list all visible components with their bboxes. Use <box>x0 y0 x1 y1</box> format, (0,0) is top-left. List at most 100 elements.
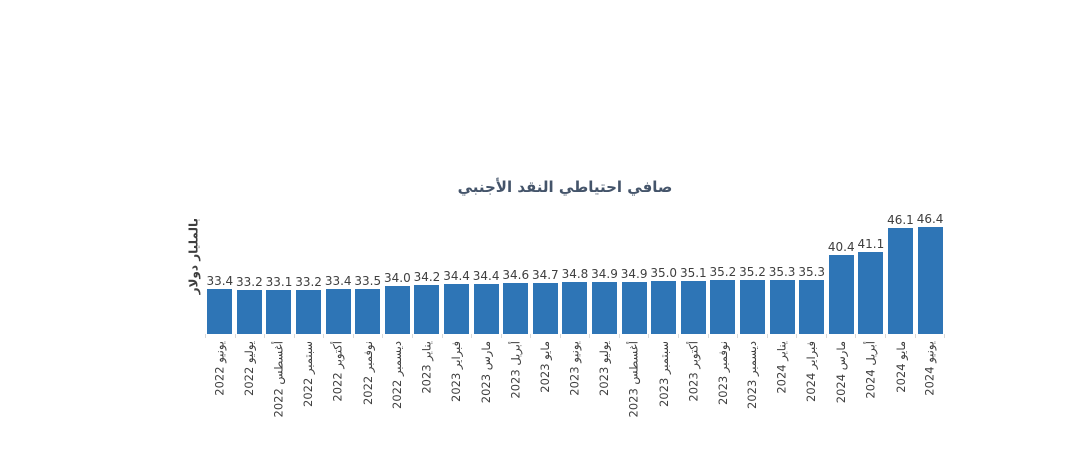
x-label-slot: ديسمبر 2023 <box>738 338 768 430</box>
bar-slot: 33.4 <box>323 274 353 334</box>
x-label-slot: أكتوبر 2023 <box>679 338 709 430</box>
x-axis-label: مارس 2024 <box>834 341 849 404</box>
x-axis-label: سبتمبر 2022 <box>301 341 316 407</box>
x-axis-label: يونيو 2023 <box>567 341 582 396</box>
x-axis-label: يناير 2023 <box>419 341 434 394</box>
axis-tick <box>413 334 443 338</box>
x-axis-label: فبراير 2024 <box>804 341 819 402</box>
x-axis-label: أكتوبر 2023 <box>686 341 701 402</box>
bar <box>710 280 736 334</box>
bar <box>917 226 943 334</box>
x-axis-label: نوفمبر 2023 <box>715 341 730 406</box>
bar-slot: 34.8 <box>560 267 590 334</box>
axis-tick <box>502 334 532 338</box>
bar <box>887 228 913 334</box>
x-axis-label: يونيو 2024 <box>922 341 937 396</box>
bar-value-label: 33.5 <box>354 273 382 288</box>
x-axis-label: مارس 2023 <box>478 341 493 404</box>
bar-chart: صافي احتياطي النقد الأجنبي بالمليار دولا… <box>185 176 946 430</box>
bar-value-label: 33.2 <box>295 274 322 289</box>
axis-tick <box>679 334 709 338</box>
chart-body: بالمليار دولار 33.4 33.2 33.1 33.2 33.4 … <box>185 206 946 430</box>
chart-title: صافي احتياطي النقد الأجنبي <box>457 178 673 196</box>
bar-value-label: 34.2 <box>413 270 441 285</box>
x-axis-label: أغسطس 2022 <box>271 341 286 418</box>
bar-slot: 34.2 <box>412 270 442 334</box>
axis-tick <box>886 334 916 338</box>
bars-row: 33.4 33.2 33.1 33.2 33.4 33.5 34.0 34.2 … <box>205 206 945 334</box>
bar <box>473 284 499 334</box>
x-axis-label: مايو 2024 <box>893 341 908 393</box>
x-axis-labels: يونيو 2022 يوليو 2022 أغسطس 2022 سبتمبر … <box>205 338 945 430</box>
x-label-slot: يناير 2024 <box>767 338 797 430</box>
bar-slot: 33.1 <box>264 275 294 334</box>
bar-value-label: 46.4 <box>916 211 944 226</box>
bar <box>858 252 884 334</box>
x-label-slot: أغسطس 2022 <box>264 338 294 430</box>
bar-slot: 33.2 <box>235 275 265 334</box>
bar-value-label: 34.4 <box>472 269 500 284</box>
x-label-slot: مارس 2024 <box>826 338 856 430</box>
bar-slot: 46.4 <box>915 212 945 334</box>
bar-value-label: 35.2 <box>739 265 766 280</box>
bar <box>532 282 558 334</box>
bar <box>562 282 588 334</box>
y-axis-title: بالمليار دولار <box>186 218 200 295</box>
bar <box>680 280 706 334</box>
axis-tick <box>827 334 857 338</box>
bar <box>651 281 677 334</box>
bar <box>739 280 765 334</box>
axis-tick <box>443 334 473 338</box>
x-axis-label: أغسطس 2023 <box>626 341 641 418</box>
bar <box>592 281 618 334</box>
bar <box>828 255 854 334</box>
bar <box>444 284 470 334</box>
bar <box>325 289 351 334</box>
x-label-slot: يونيو 2023 <box>560 338 590 430</box>
x-label-slot: سبتمبر 2023 <box>649 338 679 430</box>
bar <box>503 283 529 334</box>
bar-value-label: 35.3 <box>768 264 796 279</box>
x-axis-label: أكتوبر 2022 <box>330 341 345 402</box>
x-label-slot: يوليو 2023 <box>590 338 620 430</box>
x-axis-label: يناير 2024 <box>774 341 789 394</box>
bar-value-label: 35.2 <box>709 265 737 280</box>
x-axis-label: ديسمبر 2023 <box>745 341 760 409</box>
y-axis: بالمليار دولار <box>185 206 205 430</box>
x-axis-label: أبريل 2023 <box>508 341 523 399</box>
bar <box>769 279 795 334</box>
bar-value-label: 34.0 <box>384 271 411 286</box>
bar <box>414 285 440 334</box>
bar-slot: 34.6 <box>501 268 531 334</box>
bar-value-label: 33.4 <box>324 274 352 288</box>
bar-slot: 34.4 <box>442 269 472 334</box>
bar-slot: 33.2 <box>294 275 324 334</box>
axis-tick <box>531 334 561 338</box>
x-label-slot: يونيو 2022 <box>205 338 235 430</box>
bar <box>384 286 410 334</box>
bar-slot: 41.1 <box>856 237 886 334</box>
x-axis-label: يوليو 2023 <box>597 341 612 396</box>
x-axis-label: نوفمبر 2022 <box>360 341 375 406</box>
axis-tick <box>768 334 798 338</box>
bar-slot: 34.9 <box>590 267 620 334</box>
plot-area: 33.4 33.2 33.1 33.2 33.4 33.5 34.0 34.2 … <box>205 206 946 430</box>
axis-tick <box>709 334 739 338</box>
bar-slot: 34.0 <box>383 271 413 334</box>
axis-tick <box>324 334 354 338</box>
x-label-slot: مارس 2023 <box>471 338 501 430</box>
x-label-slot: أبريل 2024 <box>856 338 886 430</box>
x-label-slot: ديسمبر 2022 <box>383 338 413 430</box>
x-label-slot: أكتوبر 2022 <box>323 338 353 430</box>
axis-tick <box>797 334 827 338</box>
bar-value-label: 35.1 <box>679 265 707 280</box>
bar-slot: 34.7 <box>531 268 561 334</box>
bar-slot: 35.1 <box>679 266 709 334</box>
x-axis-label: سبتمبر 2023 <box>656 341 671 407</box>
bar-value-label: 34.8 <box>561 267 589 282</box>
bar-slot: 35.2 <box>738 265 768 334</box>
bar-value-label: 46.1 <box>887 213 914 228</box>
axis-tick <box>590 334 620 338</box>
bar <box>296 289 322 334</box>
